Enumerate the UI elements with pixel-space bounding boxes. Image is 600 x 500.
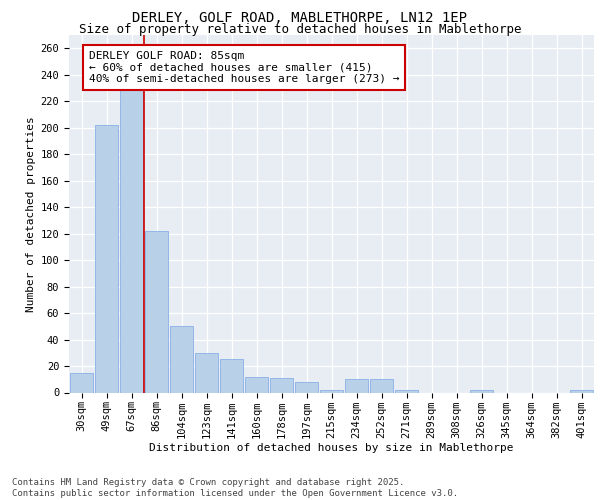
Bar	[245, 376, 268, 392]
Bar	[370, 380, 393, 392]
Bar	[470, 390, 493, 392]
X-axis label: Distribution of detached houses by size in Mablethorpe: Distribution of detached houses by size …	[149, 443, 514, 453]
Bar	[170, 326, 193, 392]
Bar	[120, 88, 143, 392]
Bar	[320, 390, 343, 392]
Bar	[570, 390, 593, 392]
Text: Contains HM Land Registry data © Crown copyright and database right 2025.
Contai: Contains HM Land Registry data © Crown c…	[12, 478, 458, 498]
Bar	[195, 353, 218, 393]
Bar	[270, 378, 293, 392]
Bar	[220, 360, 243, 392]
Bar	[145, 231, 168, 392]
Bar	[345, 380, 368, 392]
Bar	[295, 382, 318, 392]
Text: DERLEY, GOLF ROAD, MABLETHORPE, LN12 1EP: DERLEY, GOLF ROAD, MABLETHORPE, LN12 1EP	[133, 11, 467, 25]
Bar	[95, 125, 118, 392]
Text: DERLEY GOLF ROAD: 85sqm
← 60% of detached houses are smaller (415)
40% of semi-d: DERLEY GOLF ROAD: 85sqm ← 60% of detache…	[89, 51, 400, 84]
Bar	[70, 372, 93, 392]
Bar	[395, 390, 418, 392]
Y-axis label: Number of detached properties: Number of detached properties	[26, 116, 37, 312]
Text: Size of property relative to detached houses in Mablethorpe: Size of property relative to detached ho…	[79, 22, 521, 36]
